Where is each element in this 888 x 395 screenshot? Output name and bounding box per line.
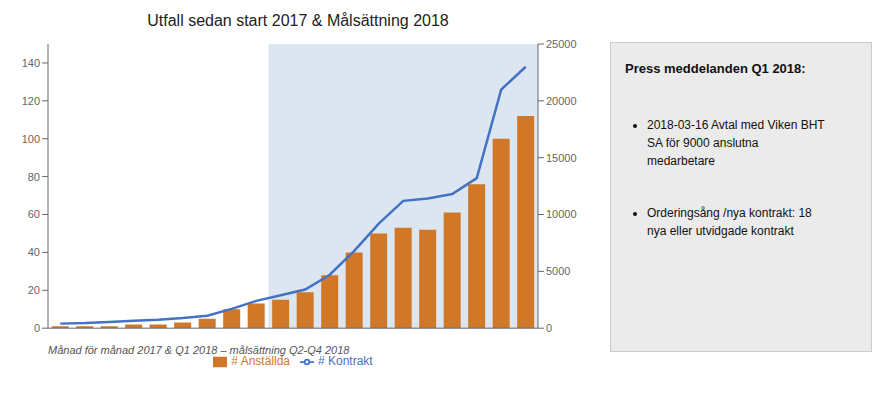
html-text:Utfall sedan start 2017 & Måls: Utfall sedan start 2017 & Målsättning 20… xyxy=(147,12,449,29)
svg-text:80: 80 xyxy=(28,171,40,183)
svg-text:0: 0 xyxy=(546,322,552,334)
html-text:medarbetare: medarbetare xyxy=(647,154,715,168)
svg-text:15000: 15000 xyxy=(546,152,577,164)
svg-text:Månad för månad 2017 & Q1 2018: Månad för månad 2017 & Q1 2018 – målsätt… xyxy=(48,344,350,356)
svg-text:100: 100 xyxy=(22,133,40,145)
html-text:Press meddelanden Q1 2018:: Press meddelanden Q1 2018: xyxy=(625,61,806,76)
svg-text:20: 20 xyxy=(28,284,40,296)
svg-text:120: 120 xyxy=(22,95,40,107)
html-text:2018-03-16 Avtal med Viken BHT: 2018-03-16 Avtal med Viken BHT xyxy=(647,118,825,132)
svg-text:140: 140 xyxy=(22,57,40,69)
svg-text:25000: 25000 xyxy=(546,38,577,50)
html-text:# Kontrakt: # Kontrakt xyxy=(318,354,373,369)
html-text:# Anställda: # Anställda xyxy=(231,354,290,369)
svg-text:20000: 20000 xyxy=(546,95,577,107)
svg-text:60: 60 xyxy=(28,208,40,220)
svg-text:10000: 10000 xyxy=(546,208,577,220)
svg-text:0: 0 xyxy=(34,322,40,334)
html-text:nya eller utvidgade kontrakt: nya eller utvidgade kontrakt xyxy=(647,224,794,238)
svg-text:40: 40 xyxy=(28,246,40,258)
svg-text:5000: 5000 xyxy=(546,265,570,277)
html-text:Orderingsång /nya kontrakt: 18: Orderingsång /nya kontrakt: 18 xyxy=(647,206,812,220)
html-text:SA för 9000 anslutna: SA för 9000 anslutna xyxy=(647,136,759,150)
